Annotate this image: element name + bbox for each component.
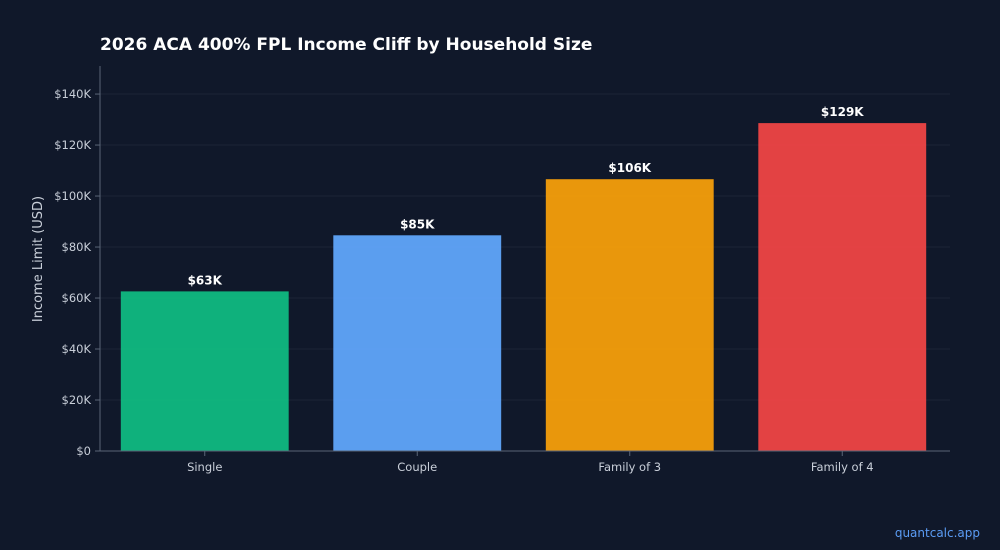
data-label: $129K bbox=[821, 105, 864, 119]
chart-title: 2026 ACA 400% FPL Income Cliff by Househ… bbox=[100, 35, 592, 55]
data-labels: $63K $85K $106K $129K bbox=[188, 105, 865, 287]
axes bbox=[95, 66, 950, 456]
x-tick-label: Single bbox=[187, 460, 222, 474]
data-label: $85K bbox=[400, 217, 435, 231]
bar-family-of-4 bbox=[758, 123, 927, 451]
y-tick-label: $140K bbox=[54, 87, 91, 101]
bar-family-of-3 bbox=[545, 179, 714, 451]
watermark: quantcalc.app bbox=[895, 526, 980, 540]
y-tick-label: $100K bbox=[54, 189, 91, 203]
y-tick-labels: $0 $20K $40K $60K $80K $100K $120K $140K bbox=[54, 87, 91, 458]
bars bbox=[120, 123, 927, 451]
y-tick-label: $0 bbox=[76, 444, 91, 458]
data-label: $106K bbox=[608, 161, 651, 175]
x-tick-labels: Single Couple Family of 3 Family of 4 bbox=[187, 460, 874, 474]
y-tick-label: $20K bbox=[62, 393, 92, 407]
y-tick-label: $120K bbox=[54, 138, 91, 152]
y-axis-label: Income Limit (USD) bbox=[31, 196, 46, 322]
data-label: $63K bbox=[188, 273, 223, 287]
x-tick-label: Family of 4 bbox=[811, 460, 874, 474]
y-tick-label: $40K bbox=[62, 342, 92, 356]
bar-single bbox=[120, 291, 289, 451]
y-tick-label: $60K bbox=[62, 291, 92, 305]
y-tick-label: $80K bbox=[62, 240, 92, 254]
bar-couple bbox=[333, 235, 502, 451]
x-tick-label: Couple bbox=[397, 460, 437, 474]
x-tick-label: Family of 3 bbox=[598, 460, 661, 474]
